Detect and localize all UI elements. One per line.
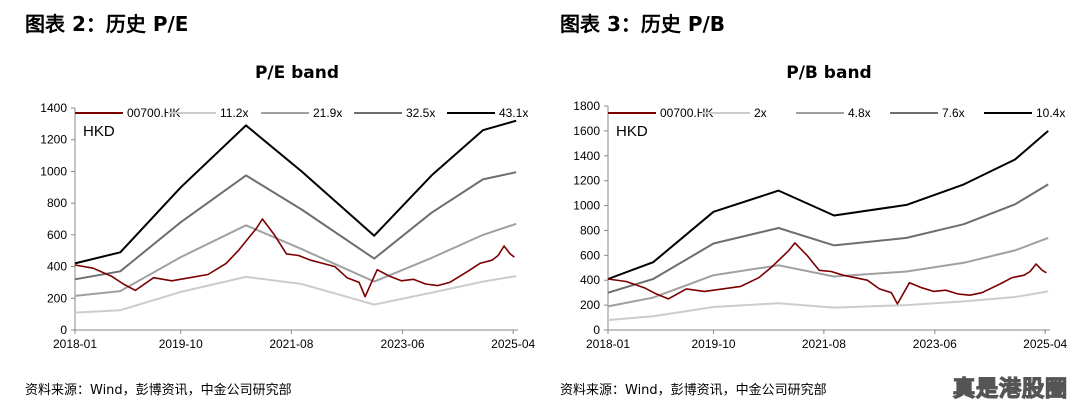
series-line-104x bbox=[607, 130, 1049, 280]
x-tick-label: 2023-06 bbox=[913, 337, 957, 351]
y-tick-label: 800 bbox=[580, 223, 600, 237]
y-tick-label: 1200 bbox=[573, 174, 600, 188]
y-tick-label: 0 bbox=[60, 323, 67, 337]
legend-label: 32.5x bbox=[406, 106, 435, 120]
x-tick-label: 2019-10 bbox=[692, 337, 736, 351]
legend-label: 7.6x bbox=[942, 106, 965, 120]
y-tick-label: 1200 bbox=[40, 133, 67, 147]
x-tick-label: 2023-06 bbox=[381, 337, 425, 351]
chart-title: P/E band bbox=[255, 63, 339, 83]
x-tick-label: 2025-04 bbox=[491, 337, 535, 351]
y-tick-label: 600 bbox=[47, 228, 67, 242]
watermark: 真是港股圈 bbox=[952, 376, 1068, 402]
y-tick-label: 600 bbox=[580, 248, 600, 262]
y-tick-label: 1600 bbox=[573, 124, 600, 138]
legend-label: 11.2x bbox=[220, 106, 248, 120]
pe-figure-panel: 图表 2：历史 P/E P/E band 0 200 400 600 800 1000 120… bbox=[25, 12, 536, 398]
series-line-00700HK bbox=[607, 242, 1047, 305]
y-tick-label: 1400 bbox=[573, 149, 600, 163]
y-tick-label: 400 bbox=[580, 273, 600, 287]
chart-title: P/B band bbox=[786, 63, 871, 83]
source-note: 资料来源：Wind，彭博资讯，中金公司研究部 bbox=[25, 383, 292, 398]
pb-figure-panel: 图表 3：历史 P/B P/B band 0 200 400 600 800 1000 120… bbox=[540, 0, 1080, 414]
legend-label: 21.9x bbox=[313, 106, 342, 120]
x-tick-label: 2018-01 bbox=[53, 337, 97, 351]
series-line-76x bbox=[607, 183, 1049, 294]
figure-title: 图表 3：历史 P/B bbox=[560, 12, 726, 36]
x-tick-label: 2021-08 bbox=[802, 337, 846, 351]
legend-label: 2x bbox=[754, 106, 767, 120]
source-note: 资料来源：Wind，彭博资讯，中金公司研究部 bbox=[560, 383, 827, 398]
pe-band-chart: P/E band 0 200 400 600 800 1000 1200 1400 2018-01… bbox=[40, 63, 535, 351]
x-tick-label: 2018-01 bbox=[586, 337, 630, 351]
y-tick-label: 1400 bbox=[40, 101, 67, 115]
y-tick-label: 0 bbox=[593, 323, 600, 337]
y-tick-label: 1000 bbox=[40, 164, 67, 178]
legend-label: 00700.HK bbox=[660, 106, 713, 120]
legend-label: 00700.HK bbox=[127, 106, 180, 120]
y-tick-label: 200 bbox=[580, 298, 600, 312]
series-line-48x bbox=[607, 236, 1049, 308]
series-line-112x bbox=[74, 275, 517, 314]
pb-band-chart: P/B band 0 200 400 600 800 1000 1200 1400 1600 180… bbox=[573, 63, 1067, 351]
series-line-219x bbox=[74, 222, 517, 297]
y-tick-label: 1000 bbox=[573, 199, 600, 213]
series-line-00700HK bbox=[74, 218, 515, 298]
unit-label: HKD bbox=[83, 123, 115, 140]
legend-label: 10.4x bbox=[1036, 106, 1065, 120]
x-tick-label: 2025-04 bbox=[1023, 337, 1067, 351]
y-tick-label: 200 bbox=[47, 291, 67, 305]
x-tick-label: 2019-10 bbox=[159, 337, 203, 351]
unit-label: HKD bbox=[616, 123, 648, 140]
series-line-431x bbox=[74, 119, 517, 265]
figure-title: 图表 2：历史 P/E bbox=[25, 12, 189, 36]
x-tick-label: 2021-08 bbox=[269, 337, 313, 351]
y-tick-label: 400 bbox=[47, 260, 67, 274]
y-tick-label: 800 bbox=[47, 196, 67, 210]
series-line-325x bbox=[74, 171, 517, 281]
legend-label: 43.1x bbox=[499, 106, 528, 120]
series-line-2x bbox=[607, 290, 1049, 321]
y-tick-label: 1800 bbox=[573, 99, 600, 113]
legend-label: 4.8x bbox=[848, 106, 871, 120]
